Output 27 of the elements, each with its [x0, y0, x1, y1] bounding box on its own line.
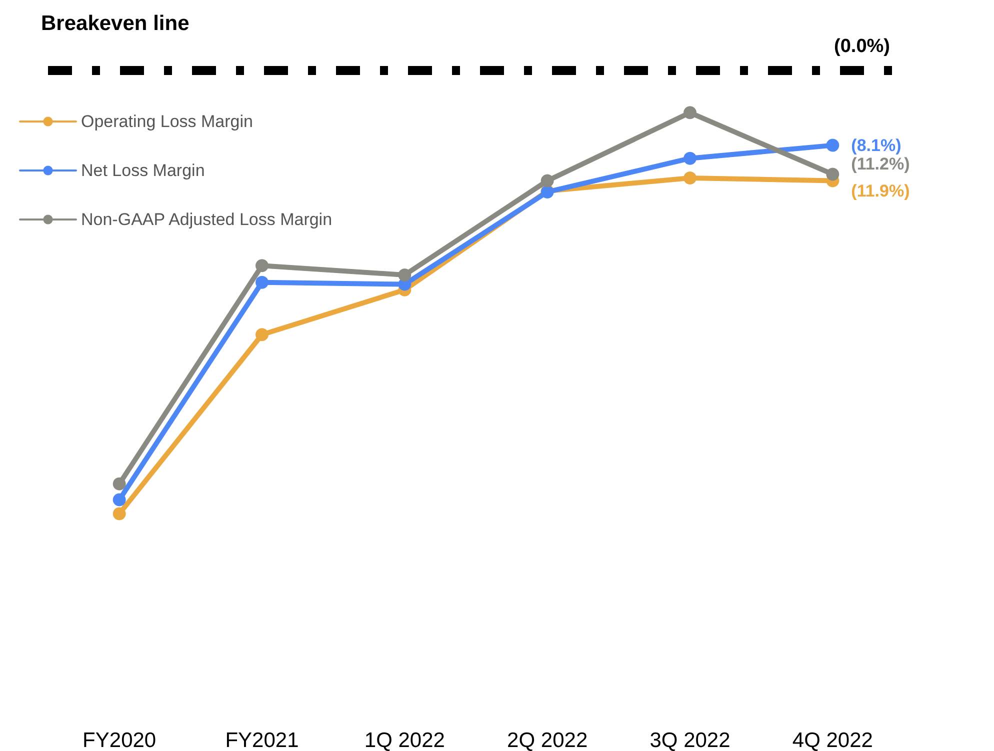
point: [540, 174, 554, 188]
legend-label: Net Loss Margin: [81, 161, 205, 180]
point: [684, 152, 696, 165]
point: [256, 276, 268, 289]
point: [684, 106, 696, 120]
point: [256, 259, 268, 272]
point: [112, 507, 126, 520]
chart-title: Breakeven line: [41, 12, 190, 35]
point: [256, 328, 268, 342]
data-label: (11.2%): [851, 154, 910, 174]
ref-line-label: (0.0%): [834, 36, 890, 57]
x-tick-label: 4Q 2022: [792, 729, 873, 751]
data-label: (11.9%): [851, 181, 910, 200]
point: [112, 493, 126, 506]
data-label: (8.1%): [851, 136, 902, 155]
point: [112, 477, 126, 490]
legend-label: Non-GAAP Adjusted Loss Margin: [81, 210, 332, 229]
point: [826, 168, 840, 181]
point: [684, 171, 696, 184]
x-tick-label: 2Q 2022: [507, 729, 588, 751]
x-tick-label: FY2021: [225, 729, 299, 751]
x-tick-label: 1Q 2022: [364, 729, 445, 751]
point: [398, 268, 412, 282]
point: [826, 138, 840, 152]
legend-label: Operating Loss Margin: [81, 112, 253, 131]
x-tick-label: FY2020: [82, 729, 156, 751]
x-tick-label: 3Q 2022: [650, 729, 730, 751]
